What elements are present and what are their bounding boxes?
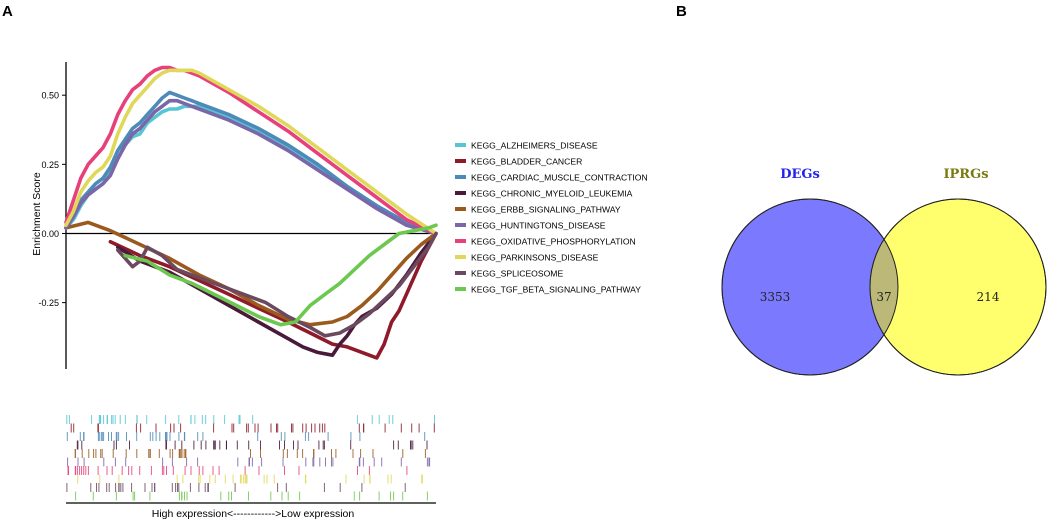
- series-lines: [64, 65, 438, 360]
- series-line-kegg-oxidative-phosphorylation: [64, 65, 438, 236]
- y-tick-label: 0.50: [41, 91, 59, 101]
- panel-label-a: A: [2, 3, 13, 20]
- legend: KEGG_ALZHEIMERS_DISEASE KEGG_BLADDER_CANC…: [455, 141, 648, 295]
- venn-count-iprgs-only: 214: [977, 290, 1000, 304]
- legend-label: KEGG_ERBB_SIGNALING_PATHWAY: [471, 205, 621, 215]
- series-line-kegg-spliceosome: [116, 231, 438, 338]
- panel-label-b: B: [676, 3, 687, 20]
- legend-label: KEGG_CARDIAC_MUSCLE_CONTRACTION: [471, 173, 648, 183]
- venn-set-label-degs: DEGs: [780, 167, 820, 182]
- legend-label: KEGG_TGF_BETA_SIGNALING_PATHWAY: [471, 285, 641, 295]
- legend-label: KEGG_OXIDATIVE_PHOSPHORYLATION: [471, 237, 636, 247]
- series-line-kegg-huntingtons-disease: [64, 98, 438, 236]
- venn-count-degs-only: 3353: [760, 290, 791, 304]
- legend-label: KEGG_PARKINSONS_DISEASE: [471, 253, 599, 263]
- venn-outline-iprgs: [869, 198, 1047, 376]
- y-ticks: 0.50 0.25 0.00 -0.25: [38, 91, 66, 308]
- legend-label: KEGG_BLADDER_CANCER: [471, 157, 582, 167]
- y-tick-label: -0.25: [38, 298, 59, 308]
- y-tick-label: 0.00: [41, 229, 59, 239]
- series-line-kegg-bladder-cancer: [108, 231, 438, 360]
- legend-label: KEGG_CHRONIC_MYELOID_LEUKEMIA: [471, 189, 633, 199]
- y-axis-label: Enrichment Score: [31, 172, 43, 256]
- y-tick-label: 0.25: [41, 160, 59, 170]
- legend-label: KEGG_HUNTINGTONS_DISEASE: [471, 221, 606, 231]
- venn-panel: B DEGs IPRGs 3353 37 214: [676, 3, 1047, 376]
- legend-label: KEGG_SPLICEOSOME: [471, 269, 563, 279]
- series-line-kegg-erbb-signaling-pathway: [64, 220, 438, 327]
- venn-count-intersection: 37: [876, 290, 891, 304]
- series-line-kegg-cardiac-muscle-contraction: [64, 90, 438, 236]
- venn-outline-degs: [721, 198, 899, 376]
- legend-label: KEGG_ALZHEIMERS_DISEASE: [471, 141, 598, 151]
- rank-barcode: [66, 415, 435, 501]
- gsea-panel: A Enrichment Score 0.50 0.25 0.00 -0.25 KEG…: [2, 3, 648, 520]
- series-line-kegg-parkinsons-disease: [64, 68, 438, 236]
- series-line-kegg-tgf-beta-signaling-pathway: [123, 223, 438, 327]
- venn-set-label-iprgs: IPRGs: [943, 167, 988, 182]
- x-axis-label: High expression<------------>Low express…: [152, 508, 355, 520]
